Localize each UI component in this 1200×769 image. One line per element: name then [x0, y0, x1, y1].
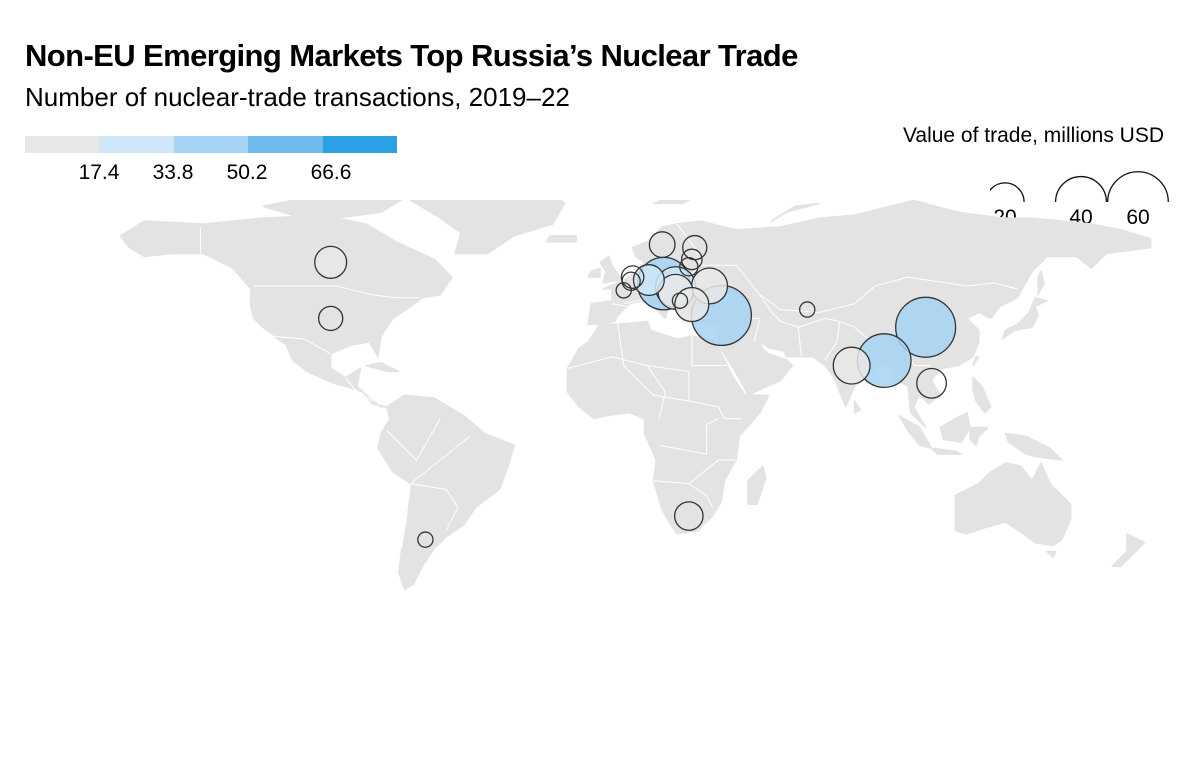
country-border — [691, 336, 728, 367]
landmass-ireland — [587, 267, 601, 278]
bubble-china — [895, 296, 957, 358]
color-break-label: 17.4 — [78, 161, 120, 184]
color-legend: 17.4 33.8 50.2 66.6 — [25, 136, 397, 196]
country-border — [659, 418, 719, 455]
landmass-sakhalin — [1037, 270, 1045, 296]
bubble-serbia — [671, 292, 689, 309]
country-border — [700, 264, 1018, 314]
landmass-madagascar — [747, 465, 767, 505]
bubble-sweden — [648, 231, 676, 259]
country-border — [401, 483, 459, 549]
country-border — [653, 459, 737, 485]
bubble-vietnam — [916, 367, 948, 399]
country-border — [567, 356, 743, 420]
color-ramp-step-3 — [173, 136, 249, 153]
country-border — [797, 327, 802, 357]
bubble-india — [832, 346, 871, 385]
color-ramp-labels: 17.4 33.8 50.2 66.6 — [25, 153, 397, 184]
landmass-australia — [954, 462, 1072, 547]
country-border — [748, 317, 761, 343]
color-ramp — [25, 136, 397, 153]
bubble-lithuania — [679, 257, 699, 277]
landmass-novaya-zemlya — [770, 202, 820, 222]
landmass-arabia-fill — [717, 332, 794, 396]
country-border — [611, 303, 627, 308]
landmass-new-zealand — [1111, 533, 1146, 567]
bubble-uzbekistan — [798, 301, 816, 318]
country-border — [824, 321, 841, 360]
landmass-taiwan — [972, 356, 980, 367]
landmass-south-america — [377, 394, 515, 591]
bubble-south-africa — [674, 501, 704, 531]
world-map — [119, 200, 1152, 591]
bubble-bulgaria — [674, 286, 710, 323]
landmass-iceland — [546, 235, 578, 243]
bubble-germany — [632, 264, 665, 297]
landmass-svalbard — [652, 200, 692, 205]
bubble-estonia — [680, 248, 703, 271]
chart-subtitle: Number of nuclear-trade transactions, 20… — [25, 82, 570, 112]
landmass-cuba — [365, 361, 400, 373]
bubble-argentina — [417, 531, 434, 548]
country-border — [410, 436, 471, 484]
color-break-label: 33.8 — [152, 161, 194, 184]
landmass-indonesia-1 — [898, 415, 933, 449]
country-border — [688, 483, 713, 508]
country-border — [646, 365, 666, 419]
bubble-france — [615, 282, 632, 299]
landmass-philippines — [972, 376, 992, 414]
color-ramp-step-5 — [322, 136, 397, 153]
color-ramp-step-2 — [99, 136, 174, 153]
landmass-north-america — [119, 214, 453, 408]
bubbles-layer — [314, 231, 957, 548]
size-legend-title: Value of trade, millions USD — [902, 124, 1164, 147]
color-break-label: 50.2 — [226, 161, 268, 184]
bubble-netherlands — [620, 265, 645, 289]
chart-title: Non-EU Emerging Markets Top Russia’s Nuc… — [25, 38, 798, 73]
landmass-arctic-islands — [261, 200, 403, 219]
land-layer — [119, 200, 1152, 591]
size-legend-arc — [990, 182, 1025, 203]
size-legend-label: 60 — [1126, 206, 1149, 229]
landmass-sulawesi — [969, 426, 989, 446]
landmass-tasmania — [1046, 550, 1057, 559]
bubble-canada — [314, 245, 348, 279]
country-border — [345, 377, 373, 402]
country-border — [386, 418, 441, 461]
landmass-uk — [599, 255, 622, 284]
color-break-label: 66.6 — [310, 161, 352, 184]
landmass-sri-lanka — [853, 400, 862, 414]
country-border — [271, 335, 331, 355]
size-legend-arc — [1054, 175, 1108, 203]
country-border — [253, 285, 420, 299]
landmass-new-guinea — [1004, 432, 1063, 461]
landmass-borneo — [939, 412, 971, 444]
country-border — [617, 324, 689, 402]
color-ramp-step-4 — [248, 136, 323, 153]
landmass-greenland — [409, 200, 566, 255]
bubble-united-states — [317, 305, 344, 332]
color-ramp-step-1 — [25, 136, 100, 153]
size-legend-arc — [1107, 171, 1169, 203]
landmass-indonesia-2 — [930, 447, 962, 455]
landmass-japan — [1001, 297, 1048, 340]
